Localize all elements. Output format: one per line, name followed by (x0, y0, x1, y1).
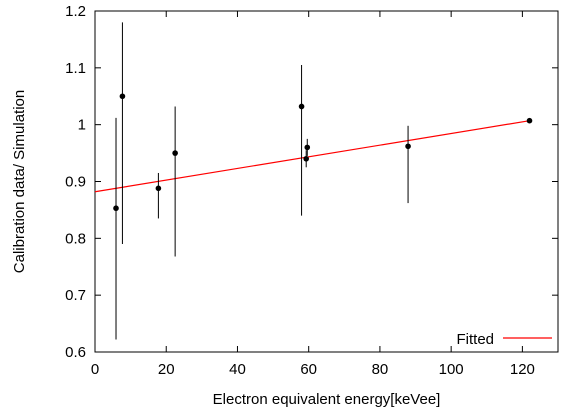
legend: Fitted (456, 331, 552, 348)
x-ticks: 0 20 40 60 80 100 120 (91, 11, 535, 378)
data-point (303, 155, 309, 162)
data-point (526, 117, 533, 124)
x-tick-label: 40 (229, 361, 246, 378)
legend-label-fitted: Fitted (456, 331, 494, 348)
x-tick-label: 100 (439, 361, 464, 378)
x-tick-label: 20 (158, 361, 175, 378)
y-tick-label: 1.1 (65, 60, 86, 77)
data-point (405, 143, 411, 150)
data-point (298, 103, 305, 110)
x-axis-label: Electron equivalent energy[keVee] (213, 391, 441, 408)
y-tick-label: 0.7 (65, 287, 86, 304)
y-tick-label: 0.8 (65, 230, 86, 247)
data-point (155, 185, 162, 192)
series (94, 22, 533, 340)
y-tick-label: 0.6 (65, 344, 86, 361)
data-point (304, 144, 311, 151)
y-tick-label: 1.2 (65, 3, 86, 20)
y-tick-label: 1 (78, 117, 86, 134)
x-tick-label: 60 (300, 361, 317, 378)
fitted-line (94, 120, 530, 193)
plot-frame (94, 10, 559, 353)
x-tick-label: 120 (510, 361, 535, 378)
y-axis-label: Calibration data/ Simulation (11, 90, 28, 273)
data-point (113, 205, 119, 212)
x-tick-label: 0 (91, 361, 99, 378)
x-tick-label: 80 (372, 361, 389, 378)
y-tick-label: 0.9 (65, 174, 86, 191)
data-point (119, 93, 126, 100)
data-point (172, 150, 178, 156)
y-ticks: 0.6 0.7 0.8 0.9 1 1.1 1.2 (65, 3, 558, 361)
